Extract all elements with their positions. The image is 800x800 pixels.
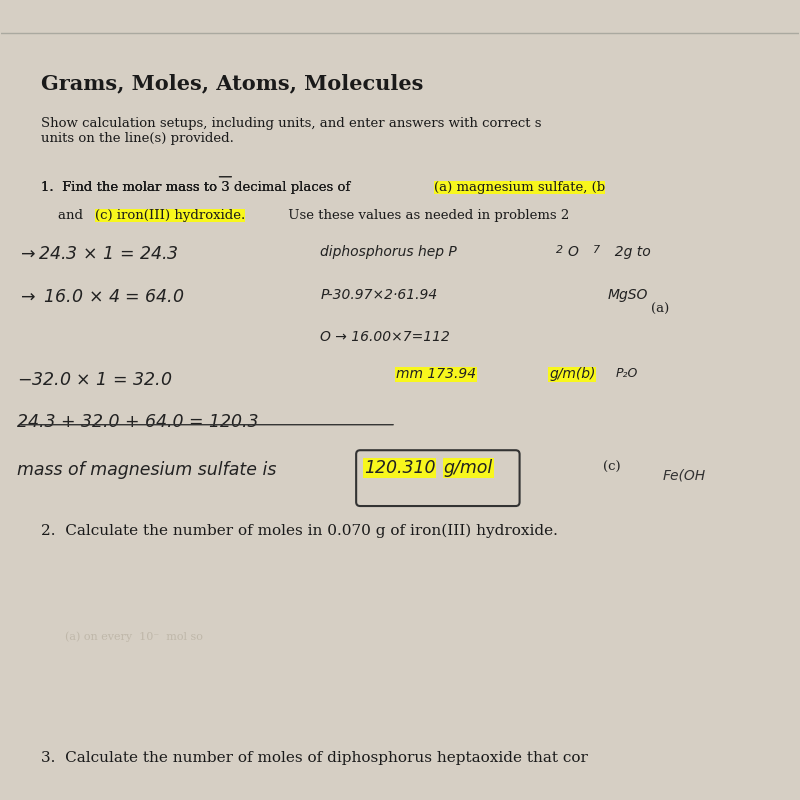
Text: MgSO: MgSO [607, 288, 648, 302]
Text: diphosphorus hep P: diphosphorus hep P [320, 245, 457, 258]
Text: g/m(b): g/m(b) [549, 367, 595, 382]
Text: (a): (a) [651, 302, 670, 316]
Text: O → 16.00×7=112: O → 16.00×7=112 [320, 330, 450, 344]
Text: $\rightarrow$ 16.0 $\times$ 4 = 64.0: $\rightarrow$ 16.0 $\times$ 4 = 64.0 [18, 288, 185, 306]
Text: (c) iron(III) hydroxide.: (c) iron(III) hydroxide. [94, 209, 245, 222]
Text: 2g to: 2g to [606, 245, 650, 258]
Text: 24.3 + 32.0 + 64.0 = 120.3: 24.3 + 32.0 + 64.0 = 120.3 [18, 413, 259, 430]
Text: 3.  Calculate the number of moles of diphosphorus heptaoxide that cor: 3. Calculate the number of moles of diph… [42, 750, 588, 765]
Text: 1.  Find the molar mass to 3 decimal places of: 1. Find the molar mass to 3 decimal plac… [42, 181, 354, 194]
Text: Show calculation setups, including units, and enter answers with correct s
units: Show calculation setups, including units… [42, 117, 542, 145]
Text: (a) on every  10⁻  mol so: (a) on every 10⁻ mol so [65, 631, 203, 642]
Text: (a) magnesium sulfate, (b: (a) magnesium sulfate, (b [434, 181, 606, 194]
Text: P₂O: P₂O [615, 367, 638, 380]
Text: 1.  Find the molar mass to 3 decimal places of: 1. Find the molar mass to 3 decimal plac… [42, 181, 354, 194]
Text: $-$32.0 $\times$ 1 = 32.0: $-$32.0 $\times$ 1 = 32.0 [18, 371, 173, 390]
Text: mm 173.94: mm 173.94 [396, 367, 476, 382]
Text: 1.  Find the molar mass to: 1. Find the molar mass to [42, 181, 222, 194]
Text: $\rightarrow$24.3 $\times$ 1 = 24.3: $\rightarrow$24.3 $\times$ 1 = 24.3 [18, 245, 179, 262]
Text: Grams, Moles, Atoms, Molecules: Grams, Moles, Atoms, Molecules [42, 73, 424, 93]
Text: O: O [567, 245, 578, 258]
Text: 2: 2 [555, 245, 562, 254]
Text: 7: 7 [593, 245, 600, 254]
Text: (c): (c) [603, 461, 621, 474]
Text: and: and [42, 209, 87, 222]
Text: Fe(OH: Fe(OH [663, 469, 706, 482]
Text: Use these values as needed in problems 2: Use these values as needed in problems 2 [285, 209, 570, 222]
Text: 120.310: 120.310 [364, 459, 436, 477]
Text: 2.  Calculate the number of moles in 0.070 g of iron(III) hydroxide.: 2. Calculate the number of moles in 0.07… [42, 523, 558, 538]
Text: g/mol: g/mol [444, 459, 493, 477]
Text: mass of magnesium sulfate is: mass of magnesium sulfate is [18, 461, 282, 478]
Text: P-30.97×2·61.94: P-30.97×2·61.94 [320, 288, 438, 302]
